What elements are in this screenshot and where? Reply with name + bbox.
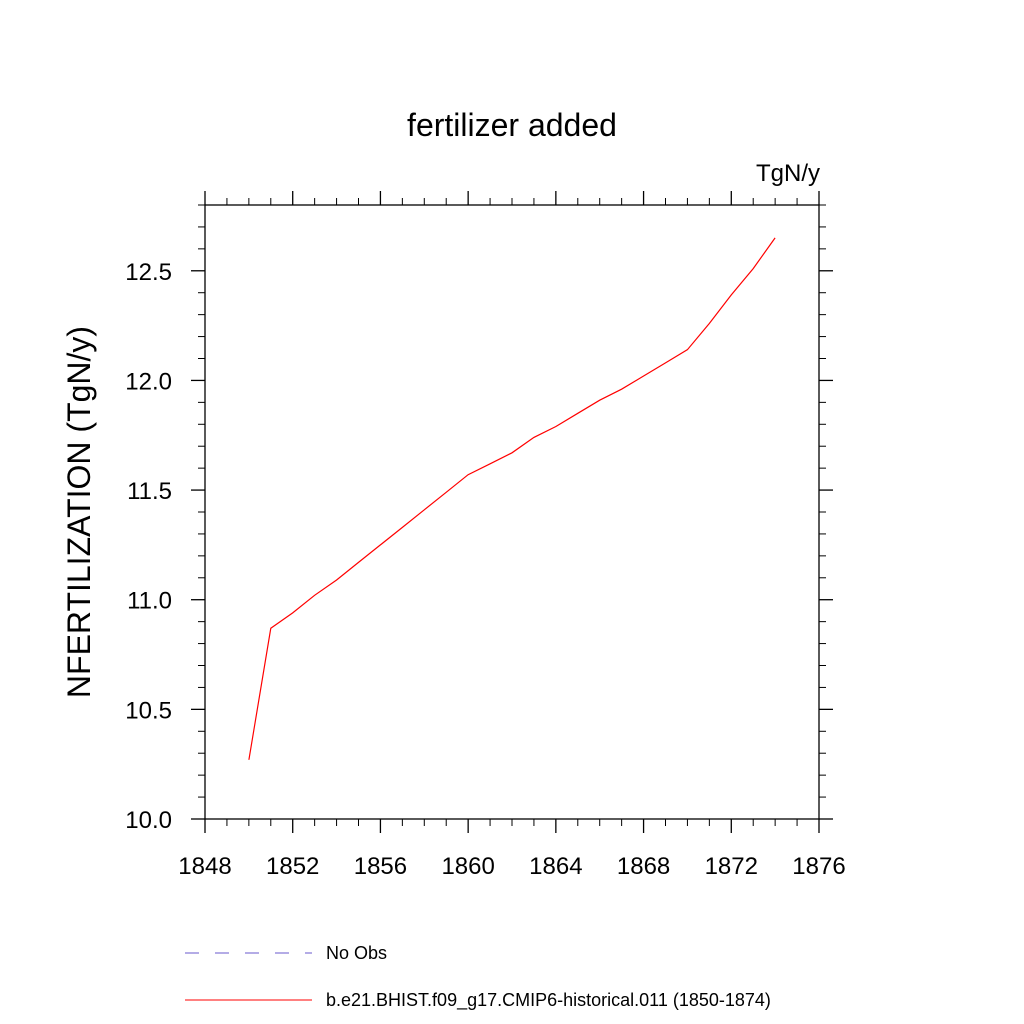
x-tick-label: 1868 (617, 853, 670, 880)
y-tick-label: 12.5 (125, 259, 172, 286)
x-tick-label: 1856 (354, 853, 407, 880)
x-tick-label: 1860 (441, 853, 494, 880)
units-label: TgN/y (756, 160, 820, 187)
legend-label-historical: b.e21.BHIST.f09_g17.CMIP6-historical.011… (326, 990, 771, 1011)
series-line (248, 237, 776, 760)
x-tick-label: 1852 (266, 853, 319, 880)
y-axis-label: NFERTILIZATION (TgN/y) (61, 326, 97, 698)
legend: No Obs b.e21.BHIST.f09_g17.CMIP6-histori… (185, 943, 771, 1011)
y-tick-label: 10.5 (125, 697, 172, 724)
x-tick-label: 1872 (705, 853, 758, 880)
x-tick-label: 1864 (529, 853, 582, 880)
series-layer (248, 237, 776, 760)
y-tick-label: 12.0 (125, 368, 172, 395)
x-tick-label: 1876 (792, 853, 845, 880)
x-tick-label: 1848 (178, 853, 231, 880)
legend-label-no-obs: No Obs (326, 943, 387, 963)
axis-tick-labels: 1848 1852 1856 1860 1864 1868 1872 1876 10.0 10.5… (125, 259, 845, 880)
axis-ticks (191, 191, 833, 833)
y-tick-label: 11.0 (127, 588, 172, 615)
y-tick-label: 11.5 (127, 478, 172, 505)
chart-title: fertilizer added (407, 107, 617, 143)
plot-frame (204, 204, 820, 820)
y-tick-label: 10.0 (125, 807, 172, 834)
